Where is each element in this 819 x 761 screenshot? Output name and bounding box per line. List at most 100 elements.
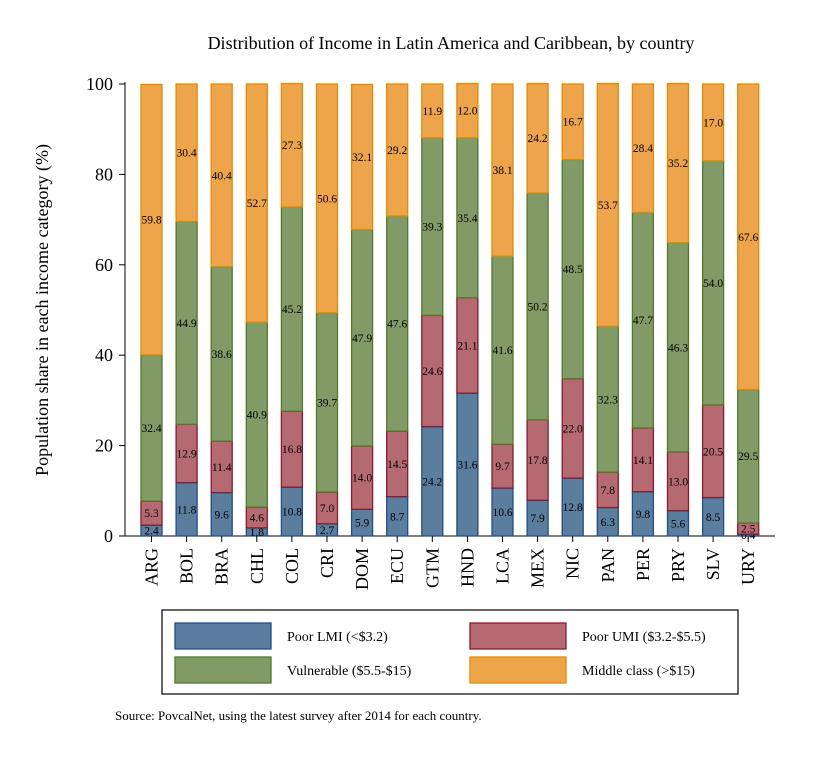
x-tick-label: GTM (422, 548, 442, 588)
data-label: 50.2 (528, 301, 548, 313)
x-tick-label: URY (738, 548, 758, 585)
bar-segment (175, 83, 198, 223)
bar-segment (245, 83, 268, 323)
data-label: 39.7 (317, 397, 337, 409)
data-label: 9.8 (636, 509, 651, 521)
data-label: 47.6 (387, 319, 407, 331)
legend-swatch (174, 656, 272, 684)
bar-segment (210, 83, 233, 268)
data-label: 67.6 (738, 232, 758, 244)
data-label: 47.7 (633, 315, 653, 327)
data-label: 5.3 (144, 508, 159, 520)
bar-segment (666, 82, 690, 244)
data-label: 45.2 (282, 304, 302, 316)
x-tick-label: PRY (668, 548, 688, 582)
data-label: 7.8 (601, 485, 616, 497)
y-tick-label: 60 (95, 255, 113, 275)
bar-segment (631, 83, 655, 214)
legend-label: Poor UMI ($3.2-$5.5) (582, 630, 706, 645)
x-tick-label: PAN (598, 548, 618, 582)
legend-label: Poor LMI (<$3.2) (287, 630, 388, 645)
x-tick-label: HND (457, 548, 477, 587)
data-label: 8.5 (706, 512, 721, 524)
bar-segment (526, 82, 549, 194)
data-label: 29.2 (387, 145, 407, 157)
data-label: 13.0 (668, 476, 688, 488)
y-tick-label: 80 (95, 164, 113, 184)
x-tick-label: NIC (563, 548, 583, 579)
data-label: 24.6 (422, 366, 442, 378)
data-label: 9.7 (495, 461, 510, 473)
bar-segment (280, 82, 304, 208)
x-tick-label: BOL (177, 548, 197, 584)
bar-segment (701, 83, 725, 162)
data-label: 24.2 (422, 476, 442, 488)
bar-segment (596, 82, 619, 327)
bar-segment (315, 83, 339, 314)
data-label: 17.0 (703, 117, 723, 129)
data-label: 38.1 (492, 165, 512, 177)
data-label: 46.3 (668, 342, 688, 354)
data-label: 54.0 (703, 278, 723, 290)
source-note: Source: PovcalNet, using the latest surv… (115, 708, 482, 723)
legend-swatch (469, 622, 567, 650)
x-tick-label: CRI (317, 548, 337, 578)
data-label: 52.7 (247, 198, 267, 210)
x-tick-label: ARG (142, 548, 162, 586)
data-label: 27.3 (282, 140, 302, 152)
data-label: 5.9 (355, 518, 370, 530)
data-label: 14.1 (633, 455, 653, 467)
data-label: 21.1 (457, 340, 477, 352)
bar-segment (561, 83, 584, 161)
data-label: 59.8 (141, 215, 161, 227)
x-tick-label: CHL (247, 548, 267, 584)
data-label: 32.3 (598, 394, 618, 406)
data-label: 50.6 (317, 193, 337, 205)
data-label: 2.7 (320, 525, 335, 537)
data-label: 10.8 (282, 507, 302, 519)
bar-segment (350, 83, 374, 231)
bar-segment (421, 83, 444, 139)
data-label: 12.9 (177, 449, 197, 461)
data-label: 38.6 (212, 349, 232, 361)
data-label: 11.9 (422, 106, 442, 118)
data-label: 41.6 (492, 345, 512, 357)
data-label: 24.2 (528, 133, 548, 145)
y-tick-label: 100 (86, 74, 113, 94)
data-label: 35.4 (457, 213, 477, 225)
data-label: 35.2 (668, 158, 688, 170)
legend-label: Middle class (>$15) (582, 664, 695, 679)
data-label: 6.3 (601, 517, 616, 529)
data-label: 16.8 (282, 444, 302, 456)
bar-segment (491, 83, 514, 257)
data-label: 2.4 (144, 526, 159, 538)
data-label: 40.9 (247, 410, 267, 422)
data-label: 39.3 (422, 222, 442, 234)
data-label: 8.7 (390, 511, 405, 523)
data-label: 10.6 (492, 507, 512, 519)
data-label: 32.4 (141, 423, 161, 435)
data-label: 47.9 (352, 333, 372, 345)
x-tick-label: LCA (493, 548, 513, 584)
legend-label: Vulnerable ($5.5-$15) (287, 664, 412, 679)
bar-segment (140, 83, 163, 356)
y-tick-label: 0 (104, 526, 113, 546)
data-label: 5.6 (671, 518, 686, 530)
y-axis-label: Population share in each income category… (32, 144, 53, 476)
data-label: 7.9 (530, 513, 545, 525)
bar-segment (456, 82, 479, 139)
data-label: 12.0 (457, 106, 477, 118)
data-label: 48.5 (563, 264, 583, 276)
data-label: 31.6 (457, 460, 477, 472)
data-label: 44.9 (177, 318, 197, 330)
data-label: 14.5 (387, 459, 407, 471)
x-tick-label: DOM (352, 548, 372, 590)
data-label: 20.5 (703, 446, 723, 458)
data-label: 7.0 (320, 503, 335, 515)
data-label: 11.8 (177, 504, 197, 516)
x-tick-label: MEX (528, 548, 548, 588)
data-label: 29.5 (738, 451, 758, 463)
x-tick-label: COL (282, 548, 302, 584)
